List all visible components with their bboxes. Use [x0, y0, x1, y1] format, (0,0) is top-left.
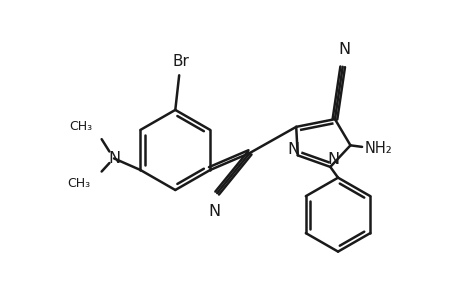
Text: N: N: [286, 142, 298, 157]
Text: N: N: [108, 151, 120, 166]
Text: N: N: [327, 152, 339, 167]
Text: CH₃: CH₃: [67, 177, 90, 190]
Text: CH₃: CH₃: [69, 120, 92, 134]
Text: NH₂: NH₂: [364, 141, 392, 156]
Text: Br: Br: [172, 54, 189, 69]
Text: N: N: [337, 42, 350, 57]
Text: N: N: [207, 204, 220, 219]
